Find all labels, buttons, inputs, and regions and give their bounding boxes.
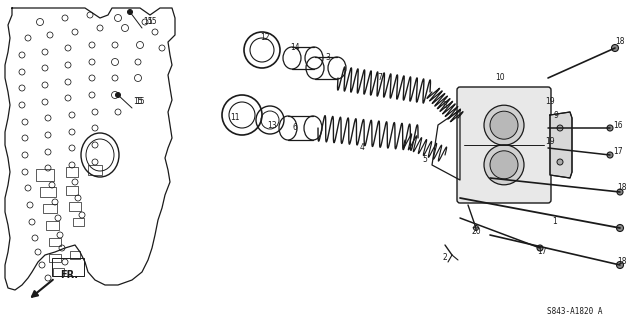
Bar — [49, 254, 61, 262]
Text: 18: 18 — [617, 183, 627, 192]
Text: 15: 15 — [133, 98, 143, 107]
Circle shape — [127, 10, 132, 14]
Text: 17: 17 — [613, 147, 623, 157]
Bar — [40, 187, 56, 197]
Circle shape — [617, 189, 623, 195]
Text: 1: 1 — [552, 218, 557, 226]
Text: 16: 16 — [613, 121, 623, 130]
Text: 8: 8 — [443, 100, 447, 109]
Circle shape — [607, 152, 613, 158]
Circle shape — [490, 111, 518, 139]
FancyBboxPatch shape — [457, 87, 551, 203]
Text: 14: 14 — [290, 43, 300, 53]
Text: 12: 12 — [260, 33, 269, 42]
Circle shape — [537, 245, 543, 251]
Text: 15: 15 — [135, 98, 145, 107]
Circle shape — [607, 125, 613, 131]
Text: 3: 3 — [326, 54, 330, 63]
Text: 15: 15 — [147, 18, 157, 26]
Circle shape — [611, 44, 618, 51]
Bar — [46, 221, 59, 230]
Polygon shape — [550, 112, 572, 178]
Text: 15: 15 — [143, 18, 153, 26]
Circle shape — [484, 105, 524, 145]
Text: 18: 18 — [615, 38, 625, 47]
Text: FR.: FR. — [60, 270, 78, 280]
Circle shape — [557, 159, 563, 165]
Bar — [53, 268, 64, 276]
Bar — [70, 251, 80, 259]
Circle shape — [616, 225, 623, 232]
Text: 6: 6 — [292, 123, 298, 132]
Text: 17: 17 — [537, 248, 547, 256]
Text: 19: 19 — [545, 137, 555, 146]
Text: 4: 4 — [360, 144, 364, 152]
Bar — [69, 202, 81, 211]
Bar — [36, 169, 54, 181]
Text: 5: 5 — [422, 155, 428, 165]
Circle shape — [484, 145, 524, 185]
Circle shape — [490, 151, 518, 179]
Bar — [43, 204, 57, 213]
Circle shape — [115, 93, 120, 98]
Text: 10: 10 — [495, 73, 505, 83]
Bar — [49, 238, 61, 246]
Text: 2: 2 — [443, 254, 447, 263]
Bar — [66, 186, 78, 195]
Text: 11: 11 — [230, 114, 240, 122]
Text: 9: 9 — [554, 110, 559, 120]
Text: 13: 13 — [267, 121, 277, 130]
Circle shape — [474, 226, 479, 231]
Text: S843-A1820 A: S843-A1820 A — [547, 308, 603, 316]
Text: 19: 19 — [545, 98, 555, 107]
Bar — [66, 167, 78, 177]
Circle shape — [616, 262, 623, 269]
Text: 20: 20 — [471, 227, 481, 236]
Bar — [88, 165, 102, 175]
Bar — [73, 218, 84, 226]
Circle shape — [557, 125, 563, 131]
Text: 18: 18 — [617, 257, 627, 266]
Bar — [52, 258, 84, 276]
Text: 7: 7 — [378, 73, 383, 83]
